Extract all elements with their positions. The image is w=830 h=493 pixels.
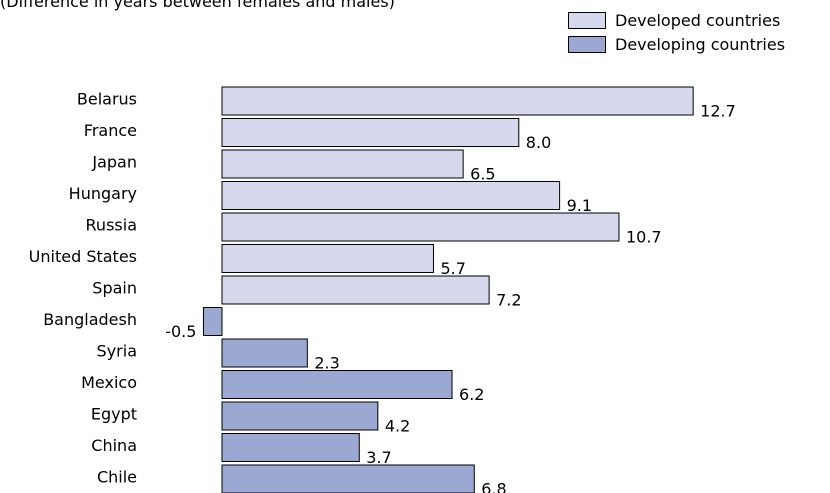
legend-swatch-developed: [568, 11, 606, 29]
category-label-hungary: Hungary: [69, 184, 137, 203]
category-label-chile: Chile: [97, 468, 137, 487]
bar-russia: [221, 212, 620, 242]
bar-mexico: [221, 370, 453, 399]
bar-bangladesh: [202, 307, 223, 336]
value-label-mexico: 6.2: [459, 385, 484, 404]
bar-chile: [221, 464, 475, 493]
legend-item-developed: Developed countries: [568, 8, 785, 32]
chart-subtitle: (Difference in years between females and…: [0, 0, 395, 11]
value-label-united-states: 5.7: [440, 259, 465, 278]
value-label-chile: 6.8: [481, 480, 506, 493]
value-label-egypt: 4.2: [385, 417, 410, 436]
bar-united-states: [221, 244, 434, 273]
category-label-syria: Syria: [97, 342, 137, 361]
bar-france: [221, 118, 520, 147]
category-label-russia: Russia: [86, 216, 137, 235]
value-label-japan: 6.5: [470, 165, 495, 184]
bar-spain: [221, 275, 490, 305]
category-label-spain: Spain: [92, 279, 137, 298]
bar-egypt: [221, 401, 379, 431]
legend-label-developed: Developed countries: [615, 10, 781, 30]
bar-hungary: [221, 181, 561, 210]
category-label-bangladesh: Bangladesh: [43, 310, 137, 329]
legend-swatch-developing: [568, 35, 606, 53]
category-label-united-states: United States: [29, 247, 137, 266]
chart-legend: Developed countries Developing countries: [568, 8, 785, 56]
legend-label-developing: Developing countries: [615, 34, 786, 54]
value-label-syria: 2.3: [314, 354, 339, 373]
value-label-hungary: 9.1: [567, 196, 592, 215]
bar-belarus: [221, 86, 694, 116]
category-label-france: France: [84, 121, 137, 140]
category-label-egypt: Egypt: [91, 405, 137, 424]
value-label-belarus: 12.7: [700, 102, 736, 121]
value-label-bangladesh: -0.5: [165, 322, 196, 341]
value-label-spain: 7.2: [496, 291, 521, 310]
value-label-france: 8.0: [526, 133, 551, 152]
legend-item-developing: Developing countries: [568, 32, 785, 56]
category-label-china: China: [91, 436, 137, 455]
bar-syria: [221, 338, 308, 368]
category-label-belarus: Belarus: [77, 90, 137, 109]
bar-japan: [221, 149, 464, 179]
value-label-russia: 10.7: [626, 228, 662, 247]
value-label-china: 3.7: [366, 448, 391, 467]
category-label-mexico: Mexico: [81, 373, 137, 392]
category-label-japan: Japan: [91, 153, 137, 172]
bar-china: [221, 433, 360, 462]
